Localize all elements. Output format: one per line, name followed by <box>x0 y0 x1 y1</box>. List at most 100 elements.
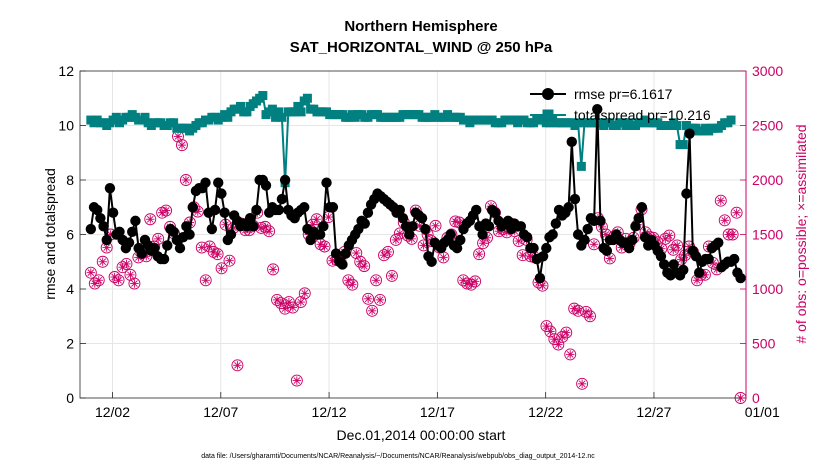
star-stroke <box>269 266 277 273</box>
obs-assimilated-marker <box>292 376 302 385</box>
rmse-marker <box>658 259 670 270</box>
obs-possible-marker <box>152 232 165 245</box>
star-stroke <box>162 207 170 214</box>
star-stroke <box>194 208 202 215</box>
rmse-marker <box>340 248 351 259</box>
totalspread-series <box>86 91 736 188</box>
obs-assimilated-marker <box>296 297 306 307</box>
rmse-marker <box>630 221 641 232</box>
totalspread-marker <box>576 161 586 171</box>
obs-assimilated-marker <box>363 294 373 304</box>
obs-possible-marker <box>671 239 684 252</box>
star-stroke <box>551 335 558 343</box>
star-stroke <box>602 231 610 238</box>
obs-assimilated-marker <box>459 276 468 285</box>
rmse-marker <box>681 188 692 199</box>
obs-assimilated-marker <box>94 276 103 285</box>
star-stroke <box>210 248 217 256</box>
rmse-marker <box>471 204 482 216</box>
rmse-marker <box>735 272 746 284</box>
x-tick-label: 12/27 <box>636 404 671 420</box>
star-stroke <box>352 249 360 257</box>
obs-possible-marker <box>290 374 303 387</box>
obs-possible-marker <box>176 139 188 152</box>
obs-possible-marker <box>88 277 101 290</box>
legend-rmse-label: rmse pr=6.1617 <box>574 86 673 102</box>
rmse-marker <box>655 251 667 262</box>
star-stroke <box>519 251 527 259</box>
obs-assimilated-marker <box>371 276 381 285</box>
star-stroke <box>388 272 396 280</box>
rmse-marker <box>490 207 501 218</box>
star-stroke <box>396 230 404 237</box>
obs-assimilated-marker <box>177 140 187 150</box>
star-stroke <box>562 329 570 336</box>
rmse-marker <box>279 174 291 186</box>
obs-possible-marker <box>267 263 280 276</box>
obs-assimilated-marker <box>300 289 309 298</box>
obs-possible-marker <box>675 253 688 266</box>
star-stroke <box>471 278 479 285</box>
star-stroke <box>131 280 138 287</box>
totalspread-marker <box>140 112 150 122</box>
obs-possible-marker <box>116 261 129 274</box>
obs-assimilated-marker <box>213 249 222 259</box>
obs-assimilated-marker <box>672 241 682 250</box>
obs-assimilated-marker <box>201 276 210 285</box>
rmse-marker <box>455 234 466 246</box>
rmse-marker <box>592 103 603 115</box>
rmse-marker <box>416 212 428 224</box>
rmse-marker <box>187 202 198 213</box>
rmse-marker <box>101 234 112 246</box>
rmse-marker <box>404 229 415 240</box>
star-stroke <box>665 232 673 239</box>
rmse-marker <box>563 202 574 213</box>
obs-possible-marker <box>112 274 125 287</box>
obs-possible-marker <box>263 225 276 238</box>
star-stroke <box>578 380 586 388</box>
obs-assimilated-marker <box>217 264 226 273</box>
obs-assimilated-marker <box>728 230 737 239</box>
obs-possible-marker <box>96 255 109 268</box>
obs-possible-marker <box>92 274 105 287</box>
star-stroke <box>539 282 546 290</box>
obs-possible-marker <box>457 274 470 287</box>
star-stroke <box>455 219 463 226</box>
totalspread-marker <box>271 112 281 122</box>
obs-assimilated-marker <box>732 208 741 217</box>
obs-possible-marker <box>730 206 743 219</box>
rmse-marker <box>547 229 558 240</box>
obs-assimilated-marker <box>375 295 385 305</box>
star-stroke <box>392 236 400 244</box>
right-tick-label: 2500 <box>752 118 783 134</box>
obs-assimilated-marker <box>114 276 123 285</box>
obs-assimilated-marker <box>562 328 571 337</box>
chart-title-line-1: Northern Hemisphere <box>344 18 497 35</box>
rmse-marker <box>693 267 705 278</box>
star-stroke <box>348 281 356 288</box>
obs-assimilated-marker <box>316 240 325 249</box>
obs-possible-marker <box>516 249 529 262</box>
obs-assimilated-marker <box>225 256 234 265</box>
obs-assimilated-marker <box>554 340 563 349</box>
axes: 0 2 4 6 8 10 12 0 500 1000 1500 2000 2500 3000 12/02 12… <box>58 63 783 420</box>
star-stroke <box>364 295 372 303</box>
obs-assimilated-marker <box>605 254 615 263</box>
obs-assimilated-marker <box>110 272 119 282</box>
totalspread-marker <box>277 112 287 122</box>
star-stroke <box>289 304 297 311</box>
star-stroke <box>384 248 392 256</box>
rmse-marker <box>330 248 342 259</box>
obs-assimilated-marker <box>348 280 357 289</box>
star-stroke <box>174 133 182 140</box>
star-stroke <box>182 176 190 184</box>
rmse-marker <box>107 207 119 218</box>
rmse-marker <box>445 229 456 240</box>
obs-possible-marker <box>195 241 208 254</box>
rmse-marker <box>729 253 740 265</box>
star-stroke <box>543 322 550 330</box>
obs-assimilated-marker <box>439 253 448 262</box>
rmse-marker <box>537 251 549 262</box>
rmse-marker <box>200 177 211 188</box>
totalspread-marker <box>672 121 682 130</box>
